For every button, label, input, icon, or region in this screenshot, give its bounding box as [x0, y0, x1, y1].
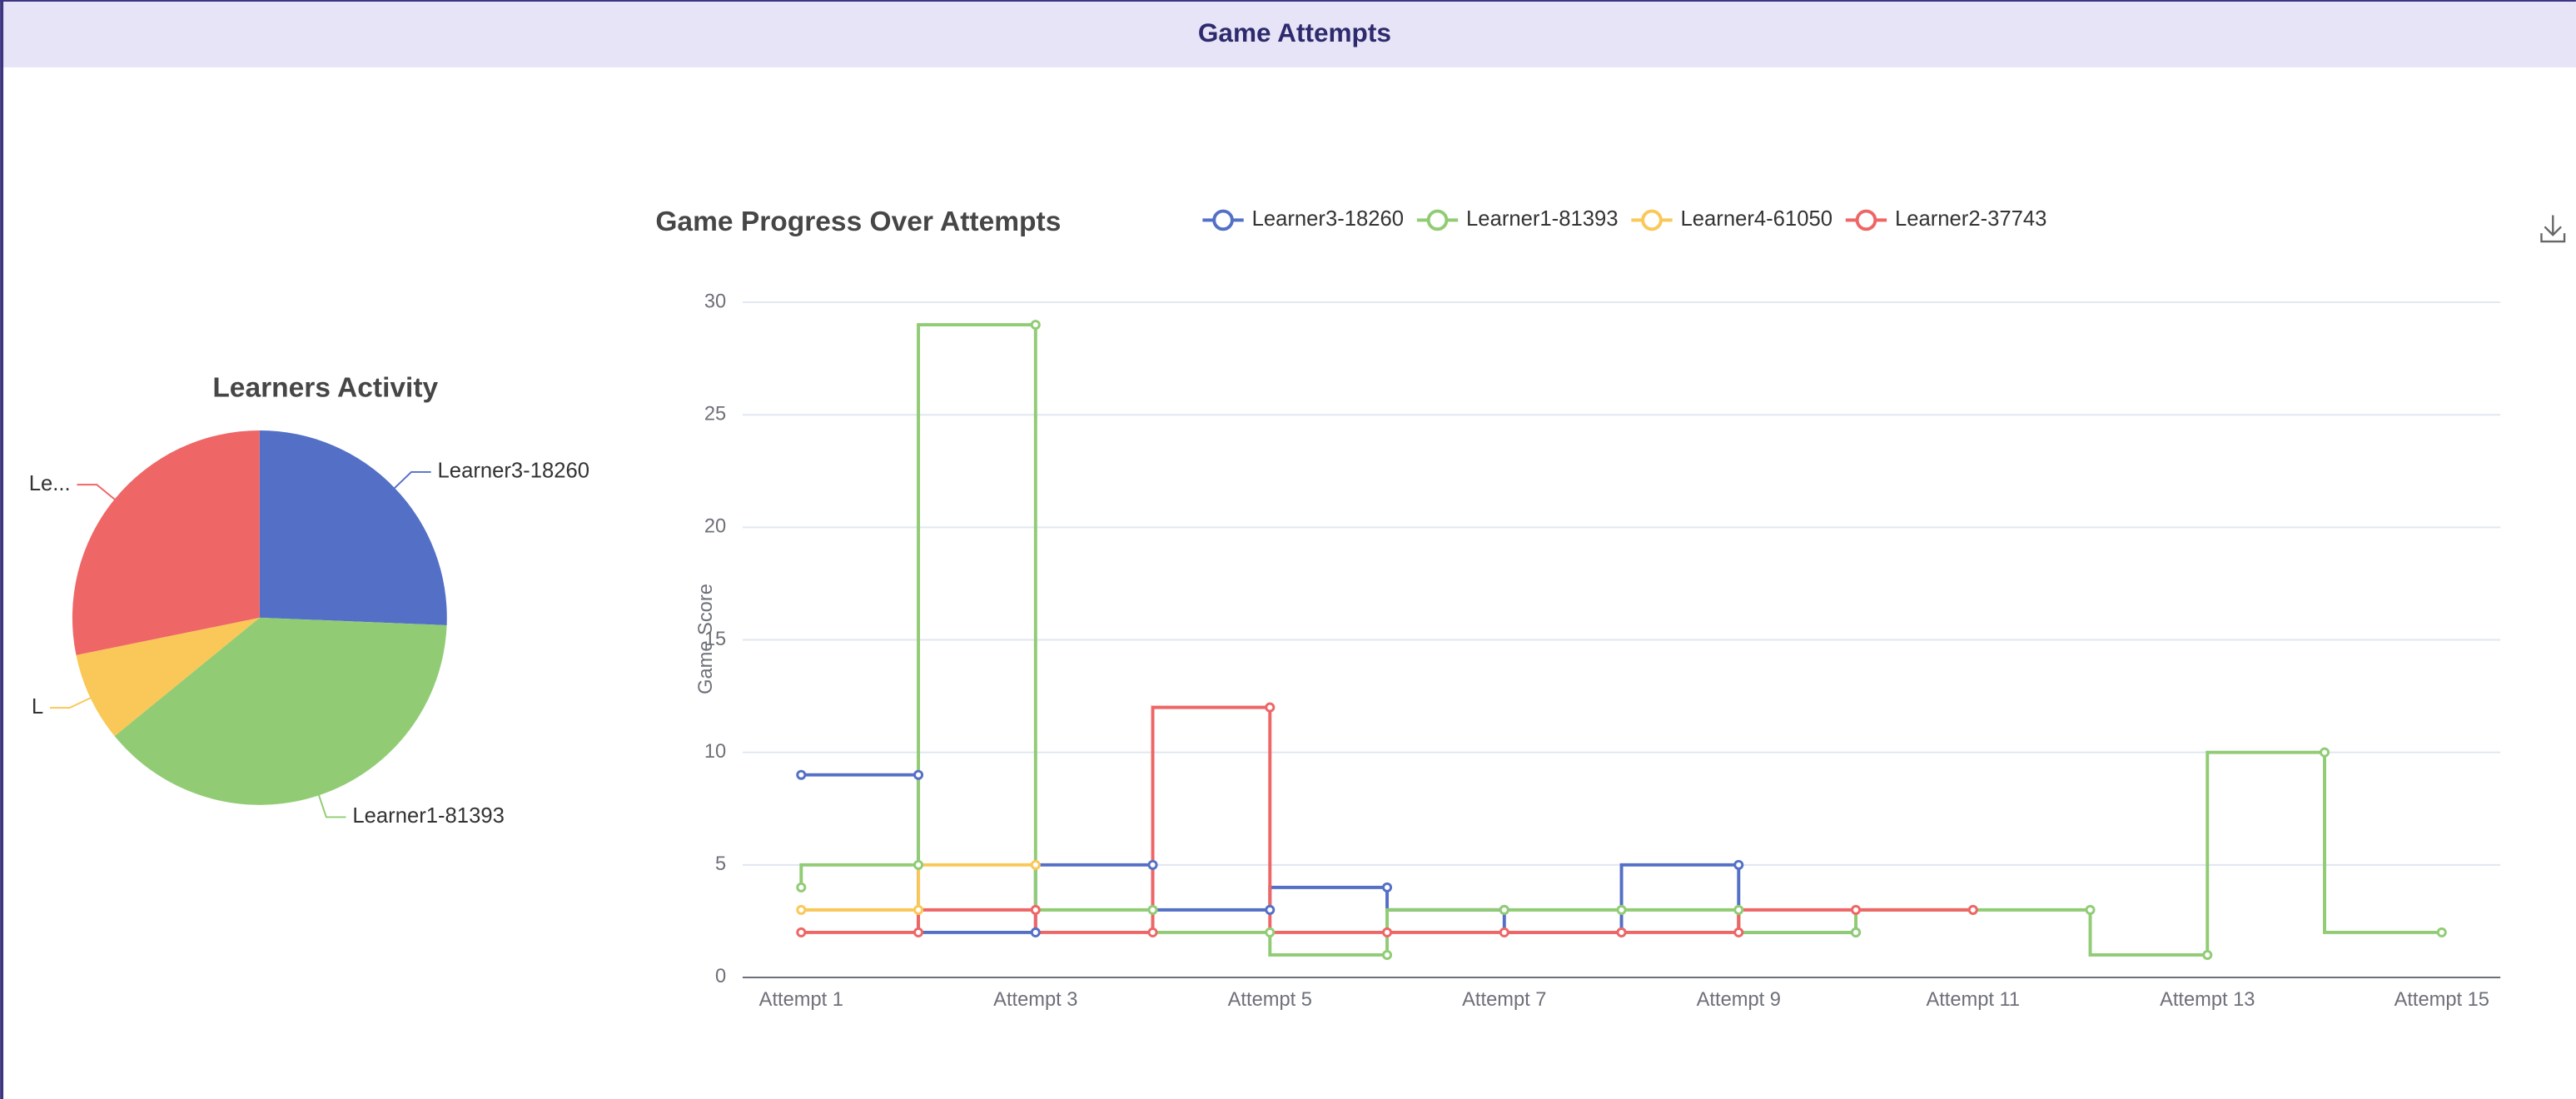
download-icon[interactable]: [2540, 215, 2566, 243]
y-tick-label: 20: [704, 516, 726, 538]
legend-item[interactable]: Learner4-61050: [1631, 207, 1833, 231]
data-point: [913, 927, 924, 937]
x-tick-label: Attempt 11: [1926, 989, 2020, 1011]
legend-item[interactable]: Learner3-18260: [1202, 207, 1404, 231]
legend-label: Learner4-61050: [1681, 207, 1833, 231]
data-point: [1030, 859, 1041, 870]
data-point: [913, 904, 924, 915]
data-point: [1616, 904, 1627, 915]
x-tick-label: Attempt 15: [2394, 989, 2489, 1011]
data-point: [1382, 949, 1393, 960]
x-tick-label: Attempt 3: [993, 989, 1077, 1011]
legend-symbol: [1641, 209, 1663, 231]
data-point: [796, 927, 807, 937]
legend-symbol: [1426, 209, 1449, 231]
data-point: [1382, 927, 1393, 937]
data-point: [2202, 949, 2213, 960]
data-point: [1265, 702, 1276, 713]
download-glyph[interactable]: [2540, 215, 2566, 243]
data-point: [1733, 927, 1744, 937]
label-line: [49, 695, 94, 709]
y-tick-label: 10: [704, 741, 726, 763]
data-point: [1499, 927, 1509, 937]
y-tick-label: 25: [704, 403, 726, 425]
data-point: [2085, 904, 2096, 915]
x-tick-label: Attempt 13: [2160, 989, 2255, 1011]
label-line: [316, 792, 346, 818]
pie-title: Learners Activity: [212, 372, 438, 403]
data-point: [796, 904, 807, 915]
pie-slice: [114, 617, 447, 805]
series-line: [799, 323, 2442, 957]
data-point: [1967, 904, 1978, 915]
header-title: Game Attempts: [1198, 17, 1391, 47]
y-tick-label: 30: [704, 291, 726, 312]
data-point: [1030, 904, 1041, 915]
y-tick-label: 0: [715, 966, 726, 987]
data-point: [1499, 904, 1509, 915]
data-point: [1030, 927, 1041, 937]
top-border: [0, 0, 2576, 2]
pie-slice: [72, 430, 260, 655]
data-point: [1733, 859, 1744, 870]
series-line: [801, 773, 1857, 934]
y-tick-label: 15: [704, 629, 726, 650]
data-point: [796, 882, 807, 893]
data-point: [2320, 747, 2330, 758]
x-tick-label: Attempt 7: [1462, 989, 1546, 1011]
data-point: [913, 859, 924, 870]
legend-item[interactable]: Learner1-81393: [1416, 207, 1619, 231]
left-border: [0, 0, 4, 1099]
data-point: [1382, 882, 1393, 893]
legend-label: Learner3-18260: [1252, 207, 1404, 231]
y-tick-label: 5: [715, 853, 726, 875]
legend-label: Learner1-81393: [1466, 207, 1618, 231]
y-axis-label: Game Score: [695, 584, 717, 694]
x-tick-label: Attempt 5: [1228, 989, 1312, 1011]
data-point: [1616, 927, 1627, 937]
label-line: [77, 484, 118, 502]
pie-slice: [76, 617, 260, 737]
data-point: [1851, 927, 1862, 937]
pie-label: L: [32, 695, 43, 719]
series-line: [801, 863, 1036, 912]
header-bar: [0, 0, 2576, 67]
series-line: [801, 705, 1973, 934]
pie-slice: [259, 430, 447, 625]
data-point: [1265, 904, 1276, 915]
label-line: [391, 470, 431, 491]
legend-symbol: [1212, 209, 1234, 231]
legend-symbol: [1855, 209, 1877, 231]
pie-label: Learner3-18260: [438, 460, 589, 483]
data-point: [1030, 320, 1041, 331]
legend-item[interactable]: Learner2-37743: [1845, 207, 2047, 231]
x-tick-label: Attempt 1: [759, 989, 843, 1011]
x-tick-label: Attempt 9: [1697, 989, 1781, 1011]
data-point: [796, 769, 807, 780]
data-point: [1147, 859, 1158, 870]
data-point: [913, 769, 924, 780]
data-point: [1147, 927, 1158, 937]
data-point: [2436, 927, 2447, 937]
chart-title: Game Progress Over Attempts: [655, 206, 1061, 237]
data-point: [1733, 904, 1744, 915]
pie-label: Learner1-81393: [352, 804, 504, 828]
data-point: [1265, 927, 1276, 937]
data-point: [1851, 904, 1862, 915]
data-point: [1147, 904, 1158, 915]
pie-label: Le...: [29, 472, 71, 495]
legend-label: Learner2-37743: [1895, 207, 2046, 231]
